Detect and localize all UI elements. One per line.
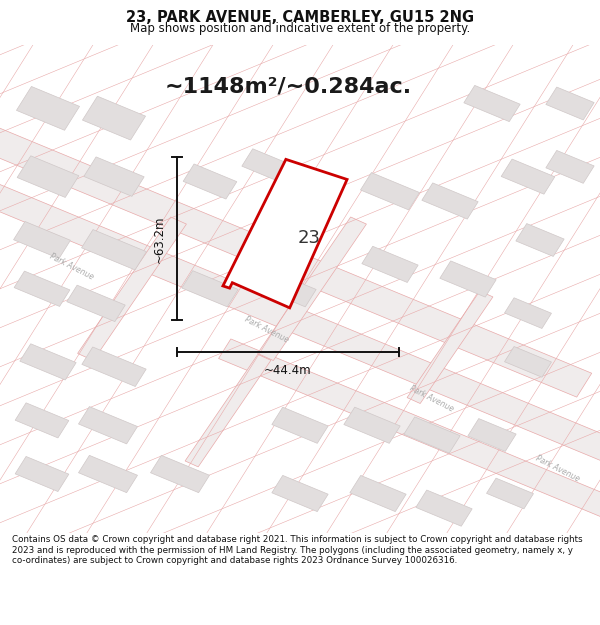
Polygon shape — [82, 229, 146, 270]
Polygon shape — [546, 87, 594, 120]
Polygon shape — [501, 159, 555, 194]
Polygon shape — [223, 159, 347, 308]
Polygon shape — [272, 476, 328, 512]
Polygon shape — [82, 96, 146, 140]
Polygon shape — [440, 261, 496, 297]
Polygon shape — [505, 298, 551, 329]
Polygon shape — [218, 339, 600, 580]
Polygon shape — [0, 63, 592, 397]
Polygon shape — [487, 478, 533, 509]
Polygon shape — [15, 456, 69, 491]
Polygon shape — [183, 164, 237, 199]
Text: 23: 23 — [298, 229, 320, 246]
Polygon shape — [546, 151, 594, 183]
Text: ~63.2m: ~63.2m — [153, 215, 166, 262]
Polygon shape — [257, 217, 367, 361]
Polygon shape — [84, 157, 144, 196]
Polygon shape — [260, 271, 316, 307]
Polygon shape — [17, 156, 79, 198]
Polygon shape — [182, 271, 238, 307]
Text: Park Avenue: Park Avenue — [49, 252, 95, 282]
Polygon shape — [79, 456, 137, 493]
Polygon shape — [505, 346, 551, 378]
Text: Park Avenue: Park Avenue — [535, 454, 581, 484]
Text: ~44.4m: ~44.4m — [264, 364, 312, 378]
Polygon shape — [79, 407, 137, 444]
Polygon shape — [516, 224, 564, 256]
Text: Contains OS data © Crown copyright and database right 2021. This information is : Contains OS data © Crown copyright and d… — [12, 535, 583, 565]
Polygon shape — [16, 86, 80, 130]
Polygon shape — [242, 149, 298, 185]
Polygon shape — [82, 347, 146, 386]
Text: Park Avenue: Park Avenue — [409, 384, 455, 413]
Polygon shape — [464, 86, 520, 122]
Polygon shape — [151, 456, 209, 493]
Polygon shape — [0, 181, 600, 513]
Text: ~1148m²/~0.284ac.: ~1148m²/~0.284ac. — [164, 76, 412, 96]
Polygon shape — [350, 476, 406, 512]
Polygon shape — [404, 417, 460, 453]
Polygon shape — [362, 246, 418, 282]
Polygon shape — [77, 217, 187, 361]
Polygon shape — [67, 285, 125, 322]
Polygon shape — [15, 403, 69, 438]
Text: Map shows position and indicative extent of the property.: Map shows position and indicative extent… — [130, 22, 470, 35]
Text: Park Avenue: Park Avenue — [244, 315, 290, 345]
Polygon shape — [14, 221, 70, 259]
Polygon shape — [14, 271, 70, 306]
Polygon shape — [344, 407, 400, 443]
Polygon shape — [468, 419, 516, 451]
Polygon shape — [361, 173, 419, 210]
Polygon shape — [422, 183, 478, 219]
Polygon shape — [20, 344, 76, 380]
Polygon shape — [407, 291, 493, 404]
Polygon shape — [272, 407, 328, 443]
Polygon shape — [185, 354, 271, 467]
Polygon shape — [416, 490, 472, 526]
Text: 23, PARK AVENUE, CAMBERLEY, GU15 2NG: 23, PARK AVENUE, CAMBERLEY, GU15 2NG — [126, 10, 474, 25]
